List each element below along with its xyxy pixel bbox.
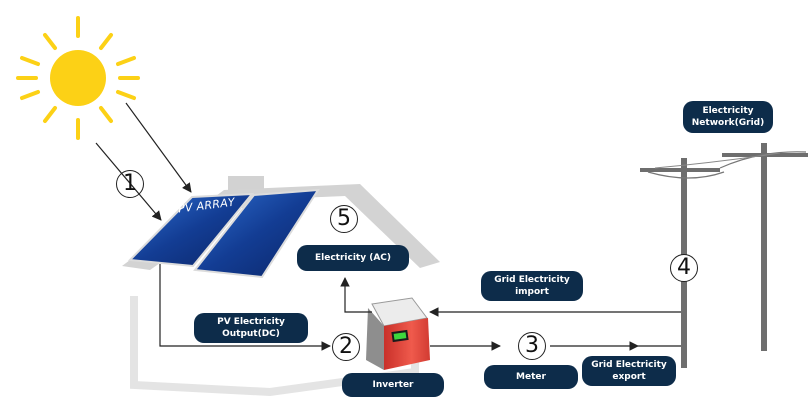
electricity-ac-label: Electricity (AC) — [297, 245, 409, 271]
inverter-icon — [366, 297, 430, 370]
network-grid-label: Electricity Network(Grid) — [683, 101, 773, 133]
step-4: 4 — [670, 254, 698, 282]
dc-wire — [159, 264, 331, 351]
step-5: 5 — [330, 205, 358, 233]
sun-icon — [16, 16, 140, 140]
sunlight-arrow-2 — [125, 102, 192, 193]
pv-array — [127, 188, 320, 279]
inverter-label: Inverter — [342, 373, 444, 397]
pv-output-label: PV Electricity Output(DC) — [194, 313, 308, 343]
grid-export-label: Grid Electricity export — [582, 356, 676, 386]
ac-wire — [340, 277, 372, 313]
step-1: 1 — [116, 170, 144, 198]
step-3: 3 — [518, 332, 546, 360]
meter-label: Meter — [484, 365, 578, 389]
utility-pole-icon — [640, 143, 808, 368]
grid-import-label: Grid Electricity import — [481, 271, 583, 301]
step-2: 2 — [332, 333, 360, 361]
